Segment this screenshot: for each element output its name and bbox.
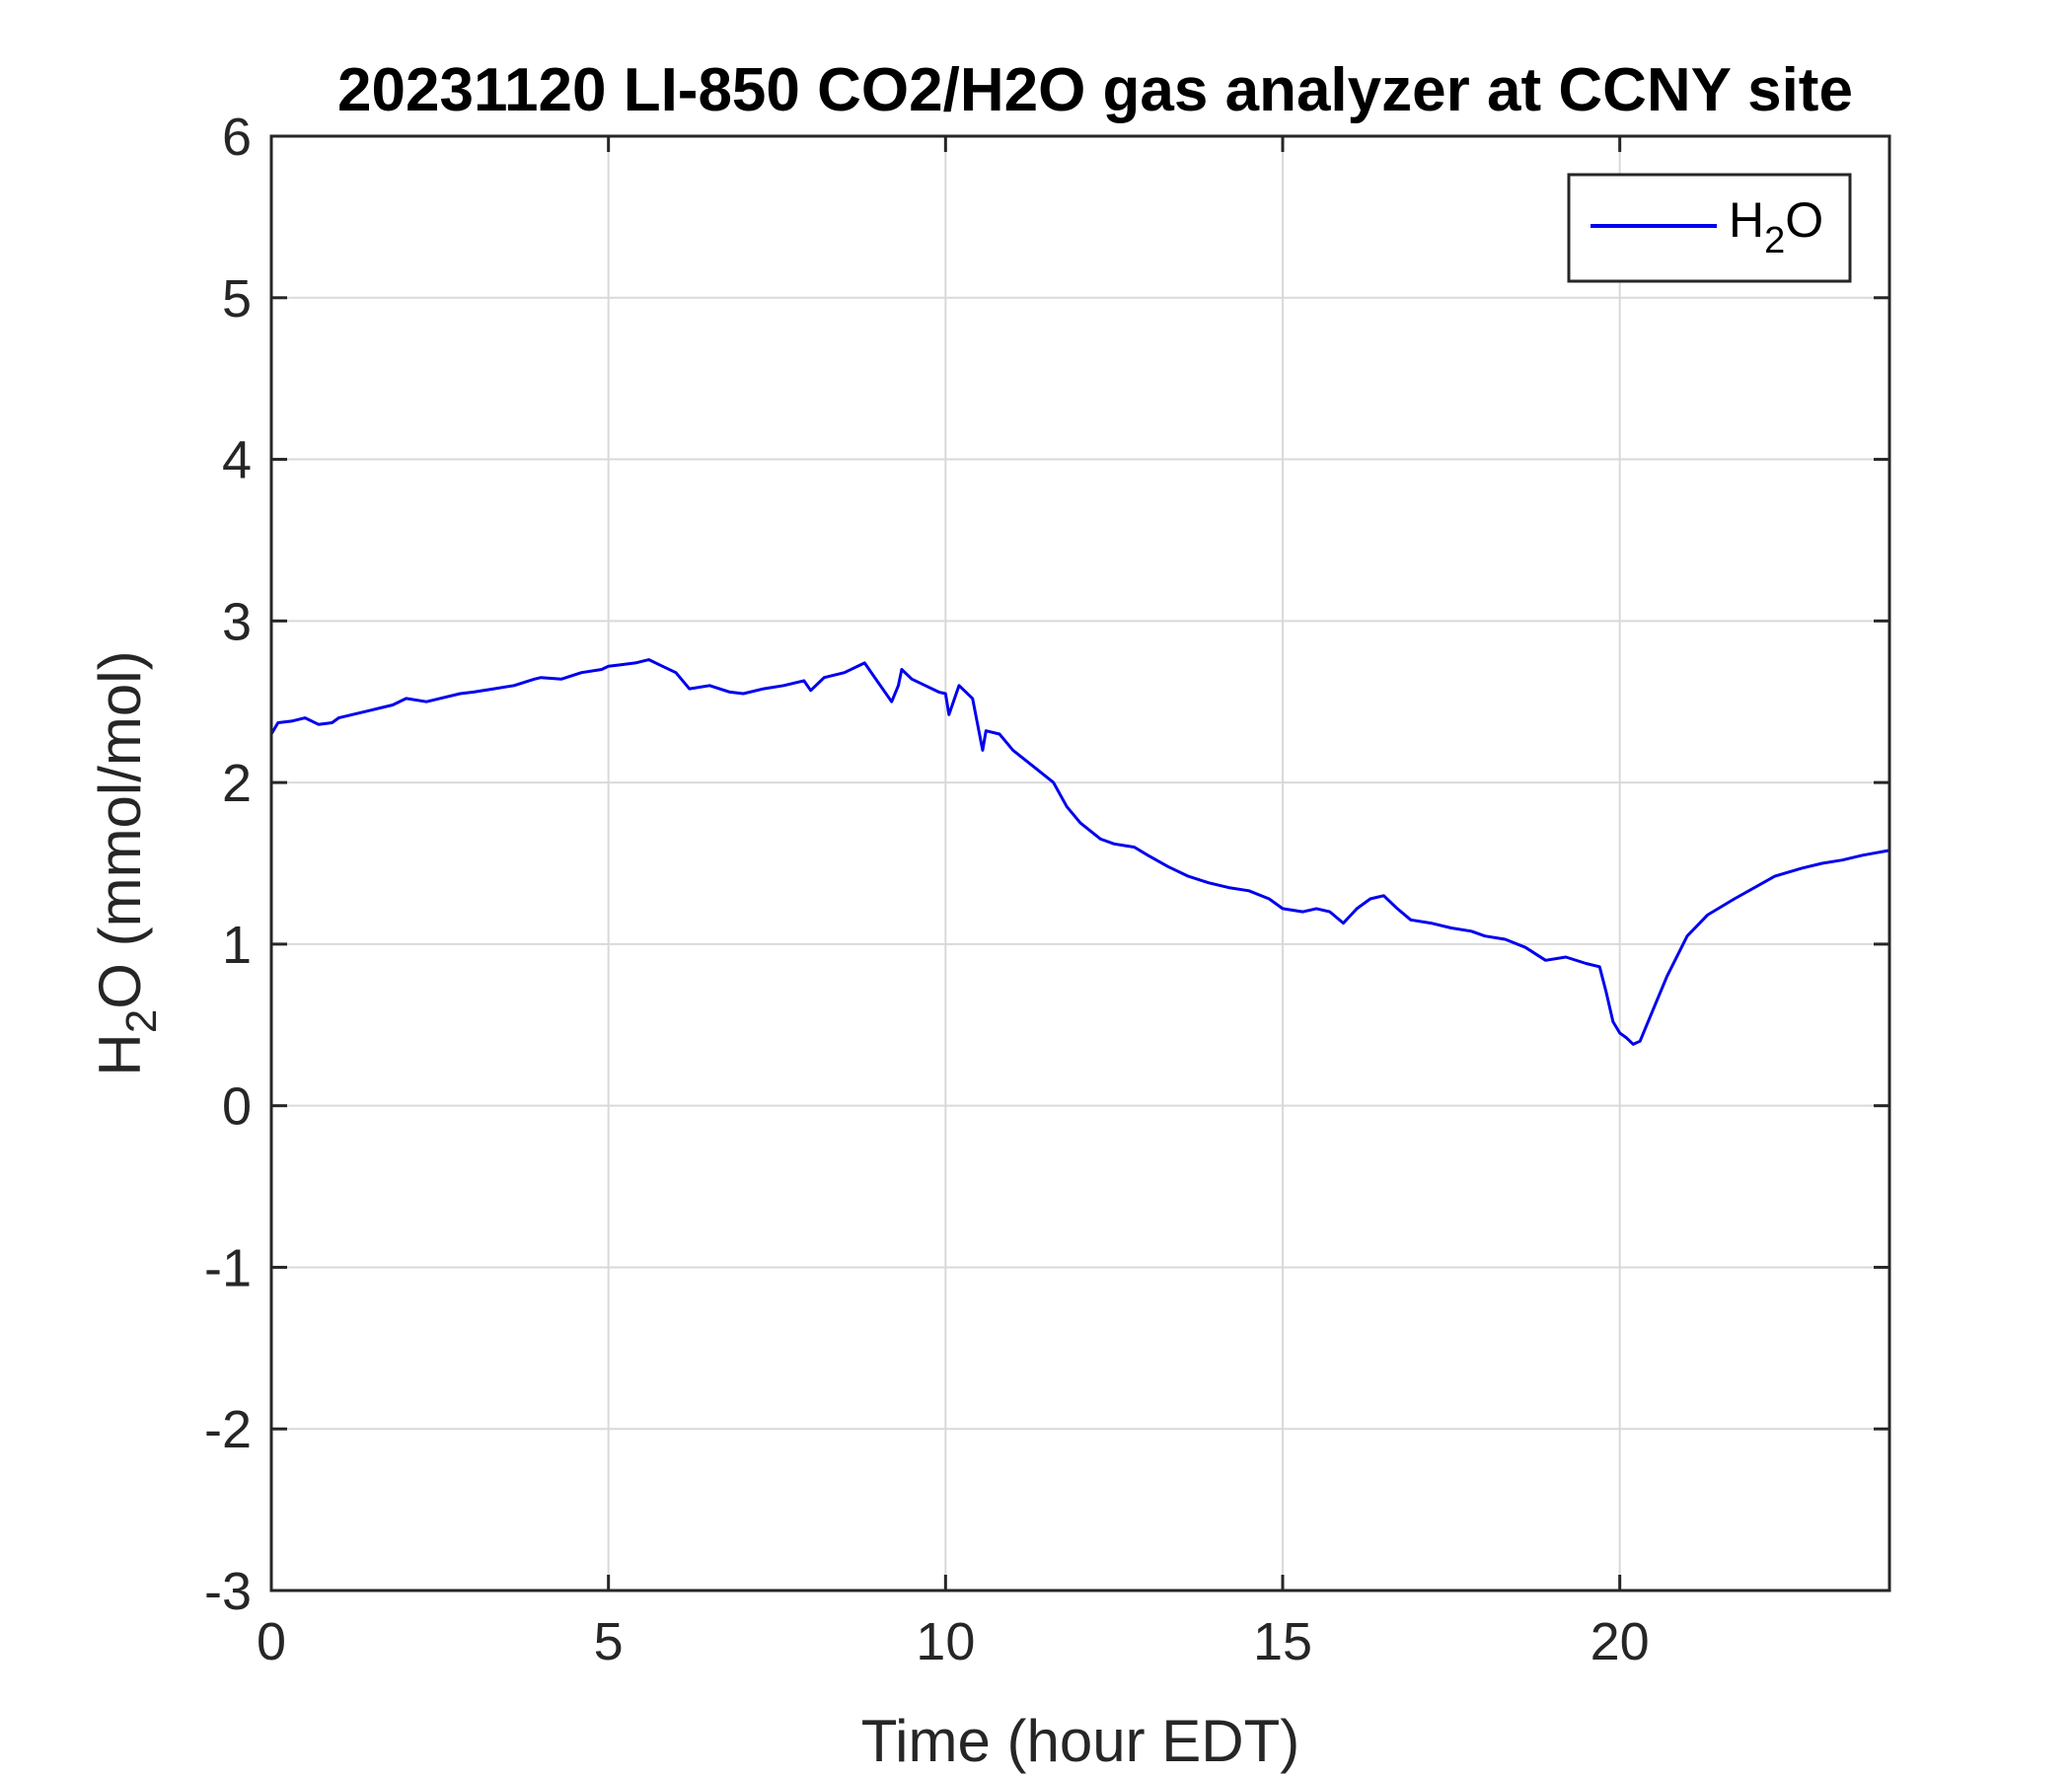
tick-label-layer: 0 5 10 15 20 -3 -2 -1 0 1 2 3 4 5 6	[204, 108, 1650, 1671]
legend-entry-rest: O	[1785, 192, 1823, 248]
y-tick-label: 6	[222, 108, 252, 167]
x-tick-label: 15	[1253, 1612, 1312, 1671]
y-tick-label: -2	[204, 1400, 252, 1459]
x-tick-label: 10	[916, 1612, 975, 1671]
x-tick-label: 5	[594, 1612, 624, 1671]
y-tick-label: 4	[222, 431, 252, 490]
y-axis-label-main: H	[87, 1033, 153, 1075]
legend-entry-main: H	[1729, 192, 1764, 248]
chart-title: 20231120 LI-850 CO2/H2O gas analyzer at …	[337, 56, 1853, 124]
tick-layer	[269, 134, 1889, 1592]
y-tick-label: 5	[222, 269, 252, 329]
y-axis-label-subscript: 2	[117, 1009, 166, 1033]
y-axis-label: H2O (mmol/mol)	[87, 650, 166, 1075]
y-tick-label: -1	[204, 1238, 252, 1297]
x-axis-label: Time (hour EDT)	[861, 1708, 1300, 1774]
y-tick-label: 2	[222, 754, 252, 813]
y-tick-label: -3	[204, 1562, 252, 1621]
y-tick-label: 3	[222, 592, 252, 651]
y-tick-label: 1	[222, 916, 252, 975]
grid-layer	[271, 136, 1889, 1591]
legend-entry-h2o: H2O	[1729, 192, 1823, 261]
x-tick-label: 20	[1591, 1612, 1650, 1671]
legend-entry-subscript: 2	[1764, 220, 1785, 261]
y-axis-label-rest: O (mmol/mol)	[87, 650, 153, 1008]
x-tick-label: 0	[257, 1612, 286, 1671]
series-line-h2o	[269, 658, 1890, 1046]
plot-area-box	[269, 134, 1891, 1592]
y-tick-label: 0	[222, 1077, 252, 1137]
legend: H2O	[1567, 173, 1852, 283]
series-layer	[269, 658, 1890, 1046]
